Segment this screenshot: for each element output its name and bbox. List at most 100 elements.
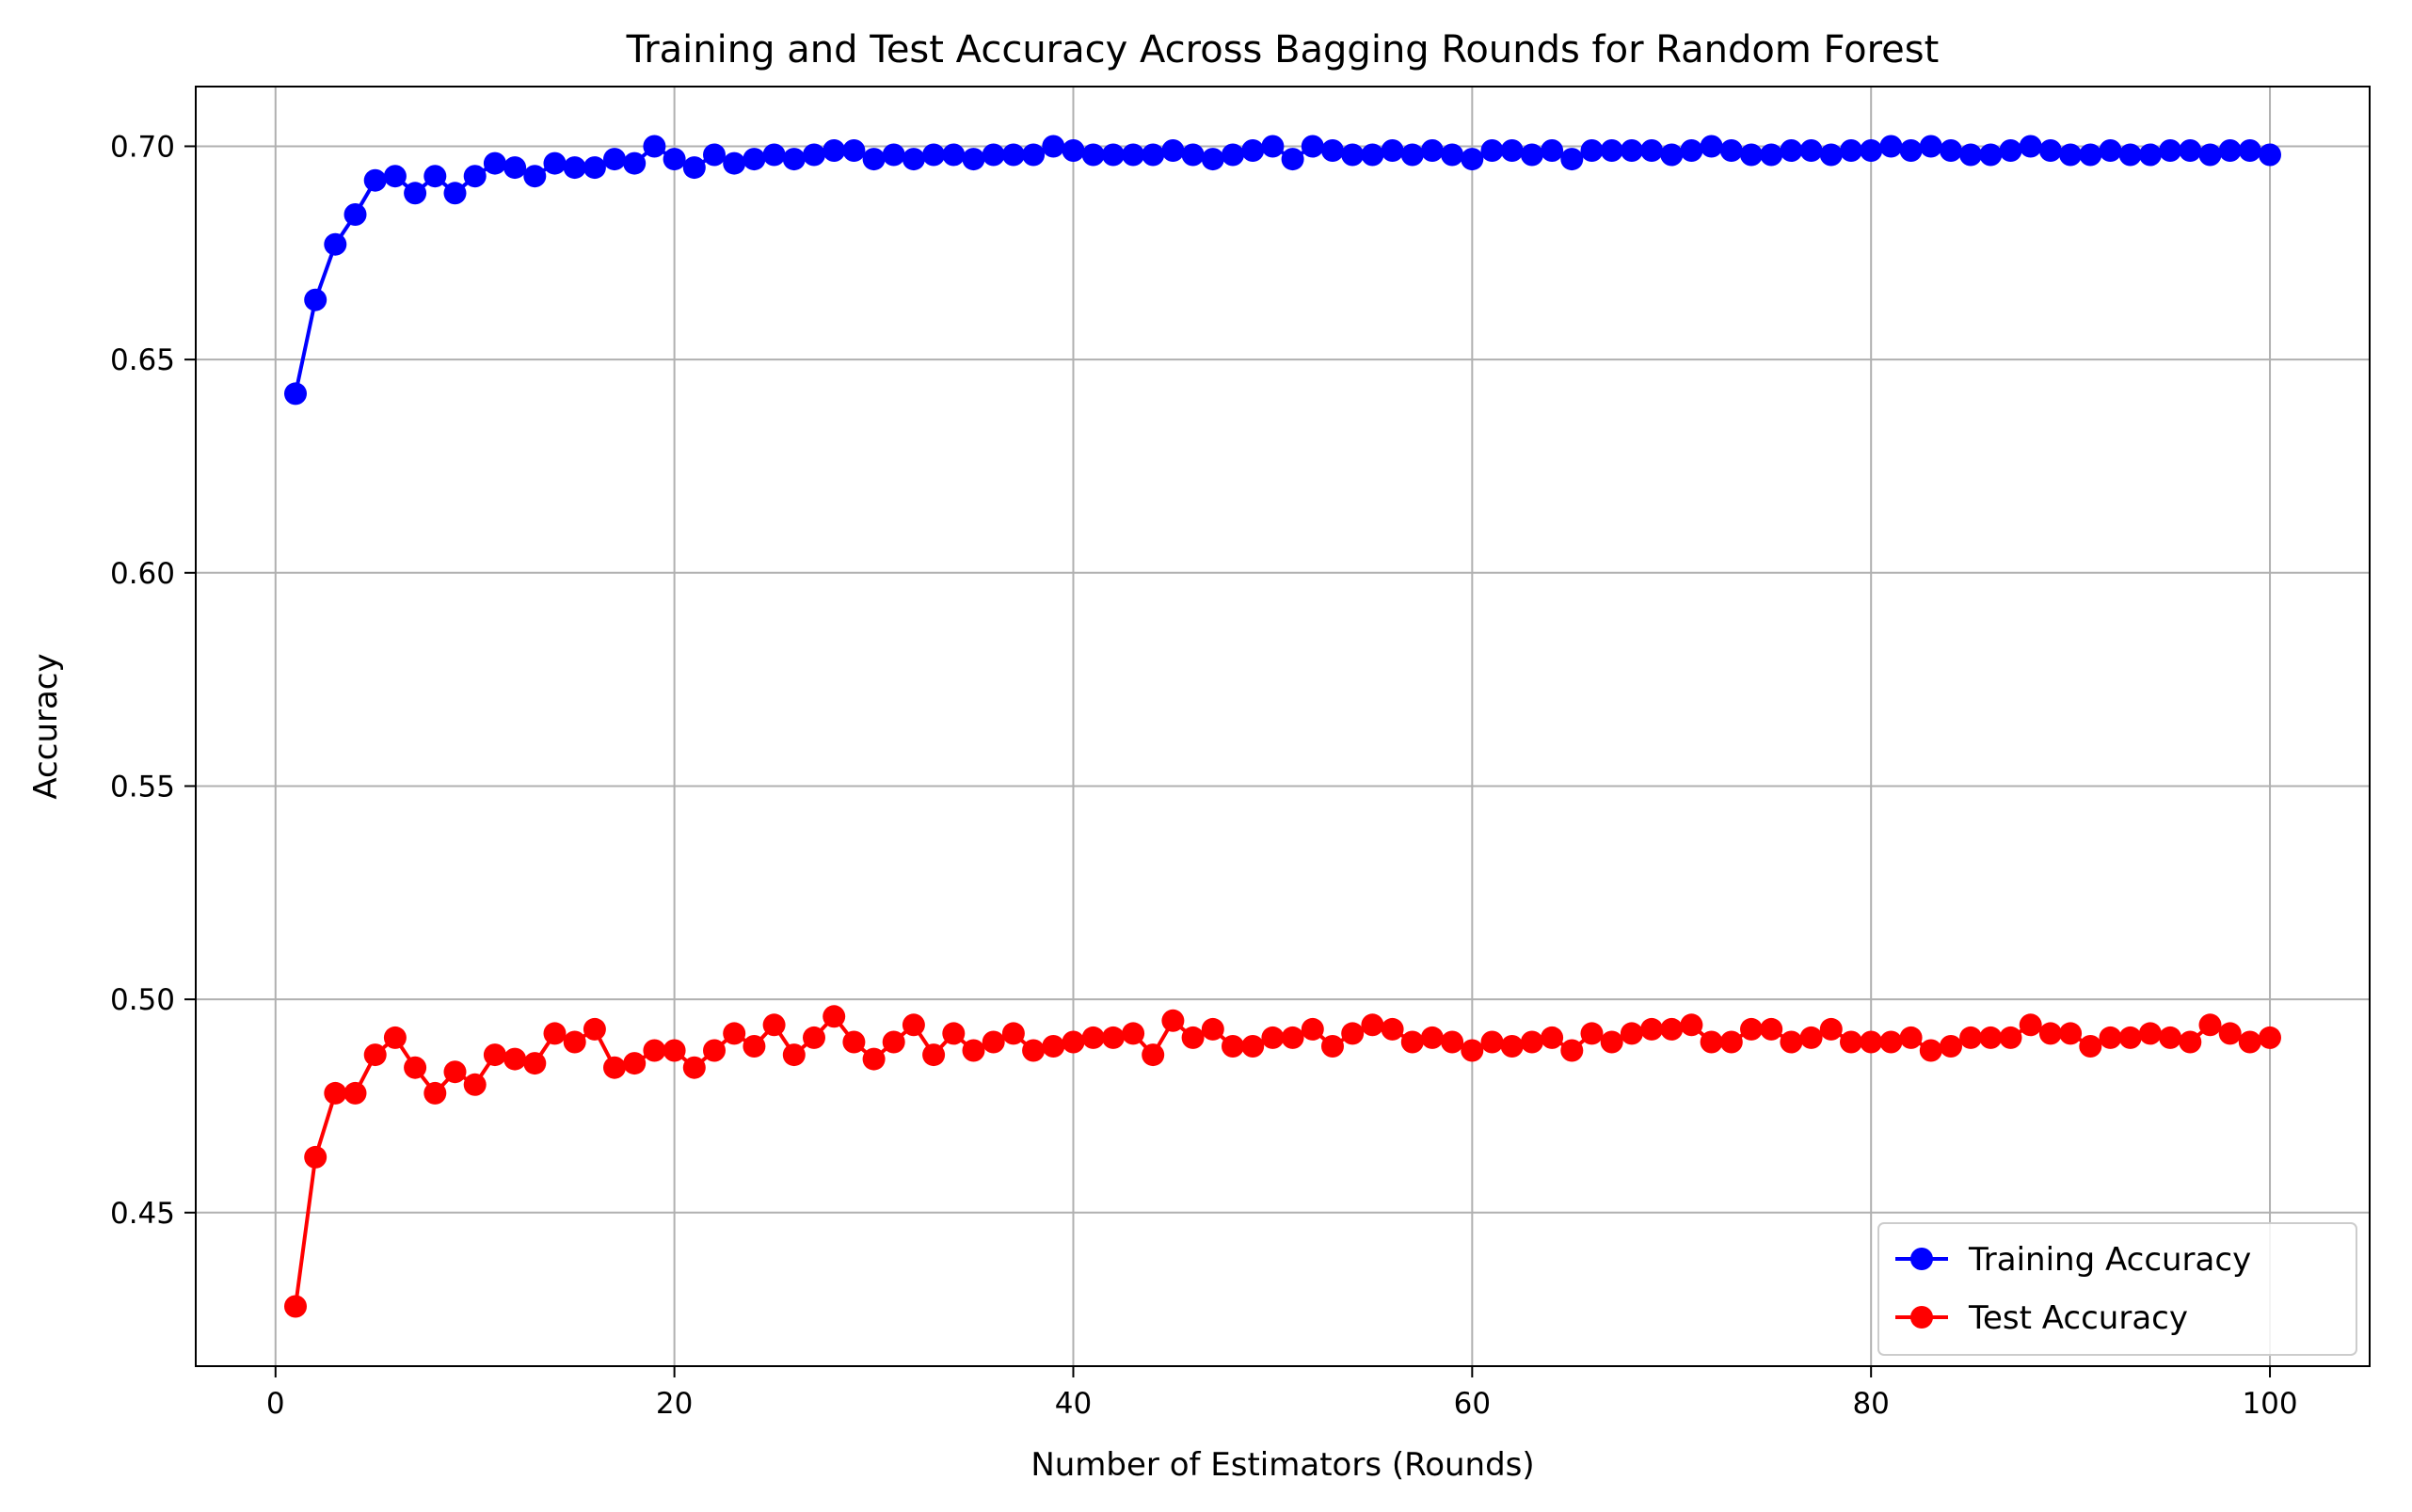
data-point: [503, 1047, 527, 1071]
ticks: 0 20 40 60 80 100 0.45 0.50 0.55 0.60 0.65 0.70: [110, 130, 2298, 1421]
data-point: [523, 165, 547, 188]
data-point: [304, 1145, 327, 1169]
data-point: [882, 1030, 905, 1054]
y-tick-label: 0.70: [110, 130, 175, 164]
data-point: [2218, 1022, 2242, 1045]
data-point: [1400, 143, 1424, 167]
data-point: [1441, 1030, 1464, 1054]
data-point: [643, 1039, 666, 1062]
data-point: [1222, 1035, 1244, 1058]
data-point: [1122, 1022, 1145, 1045]
data-point: [1321, 139, 1344, 162]
data-point: [1819, 143, 1843, 167]
data-point: [1081, 1026, 1105, 1049]
data-point: [404, 182, 427, 205]
data-point: [1042, 135, 1065, 158]
data-point: [1222, 143, 1244, 167]
data-point: [583, 1017, 606, 1041]
chart-title: Training and Test Accuracy Across Baggin…: [626, 28, 1940, 72]
data-point: [962, 148, 985, 171]
data-point: [1660, 143, 1684, 167]
y-axis-label: Accuracy: [27, 653, 65, 799]
data-point: [882, 143, 905, 167]
data-point: [1281, 148, 1304, 171]
data-point: [1780, 1030, 1803, 1054]
x-tick-label: 20: [656, 1387, 693, 1421]
x-axis-label: Number of Estimators (Rounds): [1030, 1446, 1534, 1484]
x-tick-label: 80: [1852, 1387, 1889, 1421]
data-point: [463, 1073, 487, 1096]
data-point: [723, 1022, 746, 1045]
data-point: [1181, 143, 1205, 167]
data-point: [2198, 143, 2222, 167]
data-point: [2059, 1022, 2083, 1045]
data-point: [1560, 148, 1584, 171]
data-point: [2259, 143, 2281, 167]
data-point: [603, 148, 626, 171]
data-point: [443, 1060, 467, 1084]
legend-box: [1877, 1222, 2357, 1356]
data-point: [1461, 148, 1484, 171]
data-point: [2019, 1013, 2042, 1037]
data-point: [1261, 135, 1285, 158]
series-training-accuracy: [284, 135, 2281, 406]
series-test-accuracy: [284, 1005, 2281, 1318]
data-point: [1979, 143, 2003, 167]
data-point: [1919, 1039, 1942, 1062]
data-point: [1241, 1035, 1265, 1058]
x-tick-label: 100: [2242, 1387, 2297, 1421]
data-point: [1760, 1017, 1783, 1041]
data-point: [1101, 143, 1125, 167]
data-point: [1181, 1026, 1205, 1049]
data-point: [1780, 139, 1803, 162]
data-point: [404, 1056, 427, 1079]
data-point: [523, 1052, 547, 1075]
data-point: [1301, 1017, 1324, 1041]
data-point: [1940, 1035, 1962, 1058]
data-point: [1480, 1030, 1504, 1054]
data-point: [623, 151, 647, 175]
data-point: [862, 1047, 886, 1071]
data-point: [1640, 1017, 1664, 1041]
data-point: [343, 203, 367, 226]
data-point: [1840, 1030, 1862, 1054]
data-point: [2079, 143, 2102, 167]
data-point: [423, 1081, 447, 1105]
data-point: [1860, 1030, 1883, 1054]
data-point: [1860, 139, 1883, 162]
data-point: [1122, 143, 1145, 167]
data-point: [743, 1035, 766, 1058]
data-point: [1361, 1013, 1384, 1037]
data-point: [583, 156, 606, 180]
data-point: [703, 1039, 726, 1062]
data-point: [1022, 143, 1046, 167]
data-point: [782, 1043, 806, 1067]
data-point: [2059, 143, 2083, 167]
data-point: [1022, 1039, 1046, 1062]
data-point: [343, 1081, 367, 1105]
data-point: [1361, 143, 1384, 167]
data-point: [1001, 1022, 1025, 1045]
data-point: [1620, 139, 1643, 162]
x-tick-label: 60: [1454, 1387, 1491, 1421]
data-point: [663, 1039, 686, 1062]
data-point: [443, 182, 467, 205]
data-point: [902, 148, 925, 171]
data-point: [1062, 139, 1085, 162]
data-point: [1680, 139, 1703, 162]
data-point: [823, 139, 846, 162]
data-point: [1461, 1039, 1484, 1062]
data-point: [663, 148, 686, 171]
legend-label: Test Accuracy: [1968, 1299, 2188, 1337]
data-point: [1999, 1026, 2022, 1049]
data-point: [1680, 1013, 1703, 1037]
data-point: [1201, 1017, 1224, 1041]
data-point: [2118, 1026, 2142, 1049]
data-point: [902, 1013, 925, 1037]
data-point: [483, 151, 506, 175]
data-point: [1740, 1017, 1763, 1041]
data-point: [823, 1005, 846, 1028]
legend-entry: Training Accuracy: [1895, 1241, 2251, 1279]
data-point: [1062, 1030, 1085, 1054]
data-point: [2179, 1030, 2202, 1054]
